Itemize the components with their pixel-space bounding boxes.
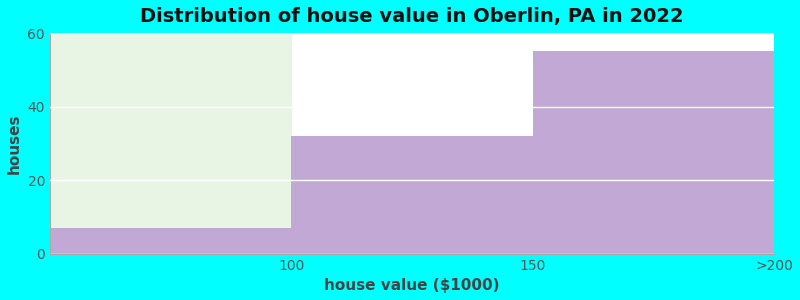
- X-axis label: house value ($1000): house value ($1000): [324, 278, 500, 293]
- Title: Distribution of house value in Oberlin, PA in 2022: Distribution of house value in Oberlin, …: [140, 7, 684, 26]
- Y-axis label: houses: houses: [7, 113, 22, 174]
- Bar: [291, 136, 533, 254]
- Bar: [50, 33, 291, 254]
- Bar: [50, 228, 291, 254]
- Bar: [533, 51, 774, 254]
